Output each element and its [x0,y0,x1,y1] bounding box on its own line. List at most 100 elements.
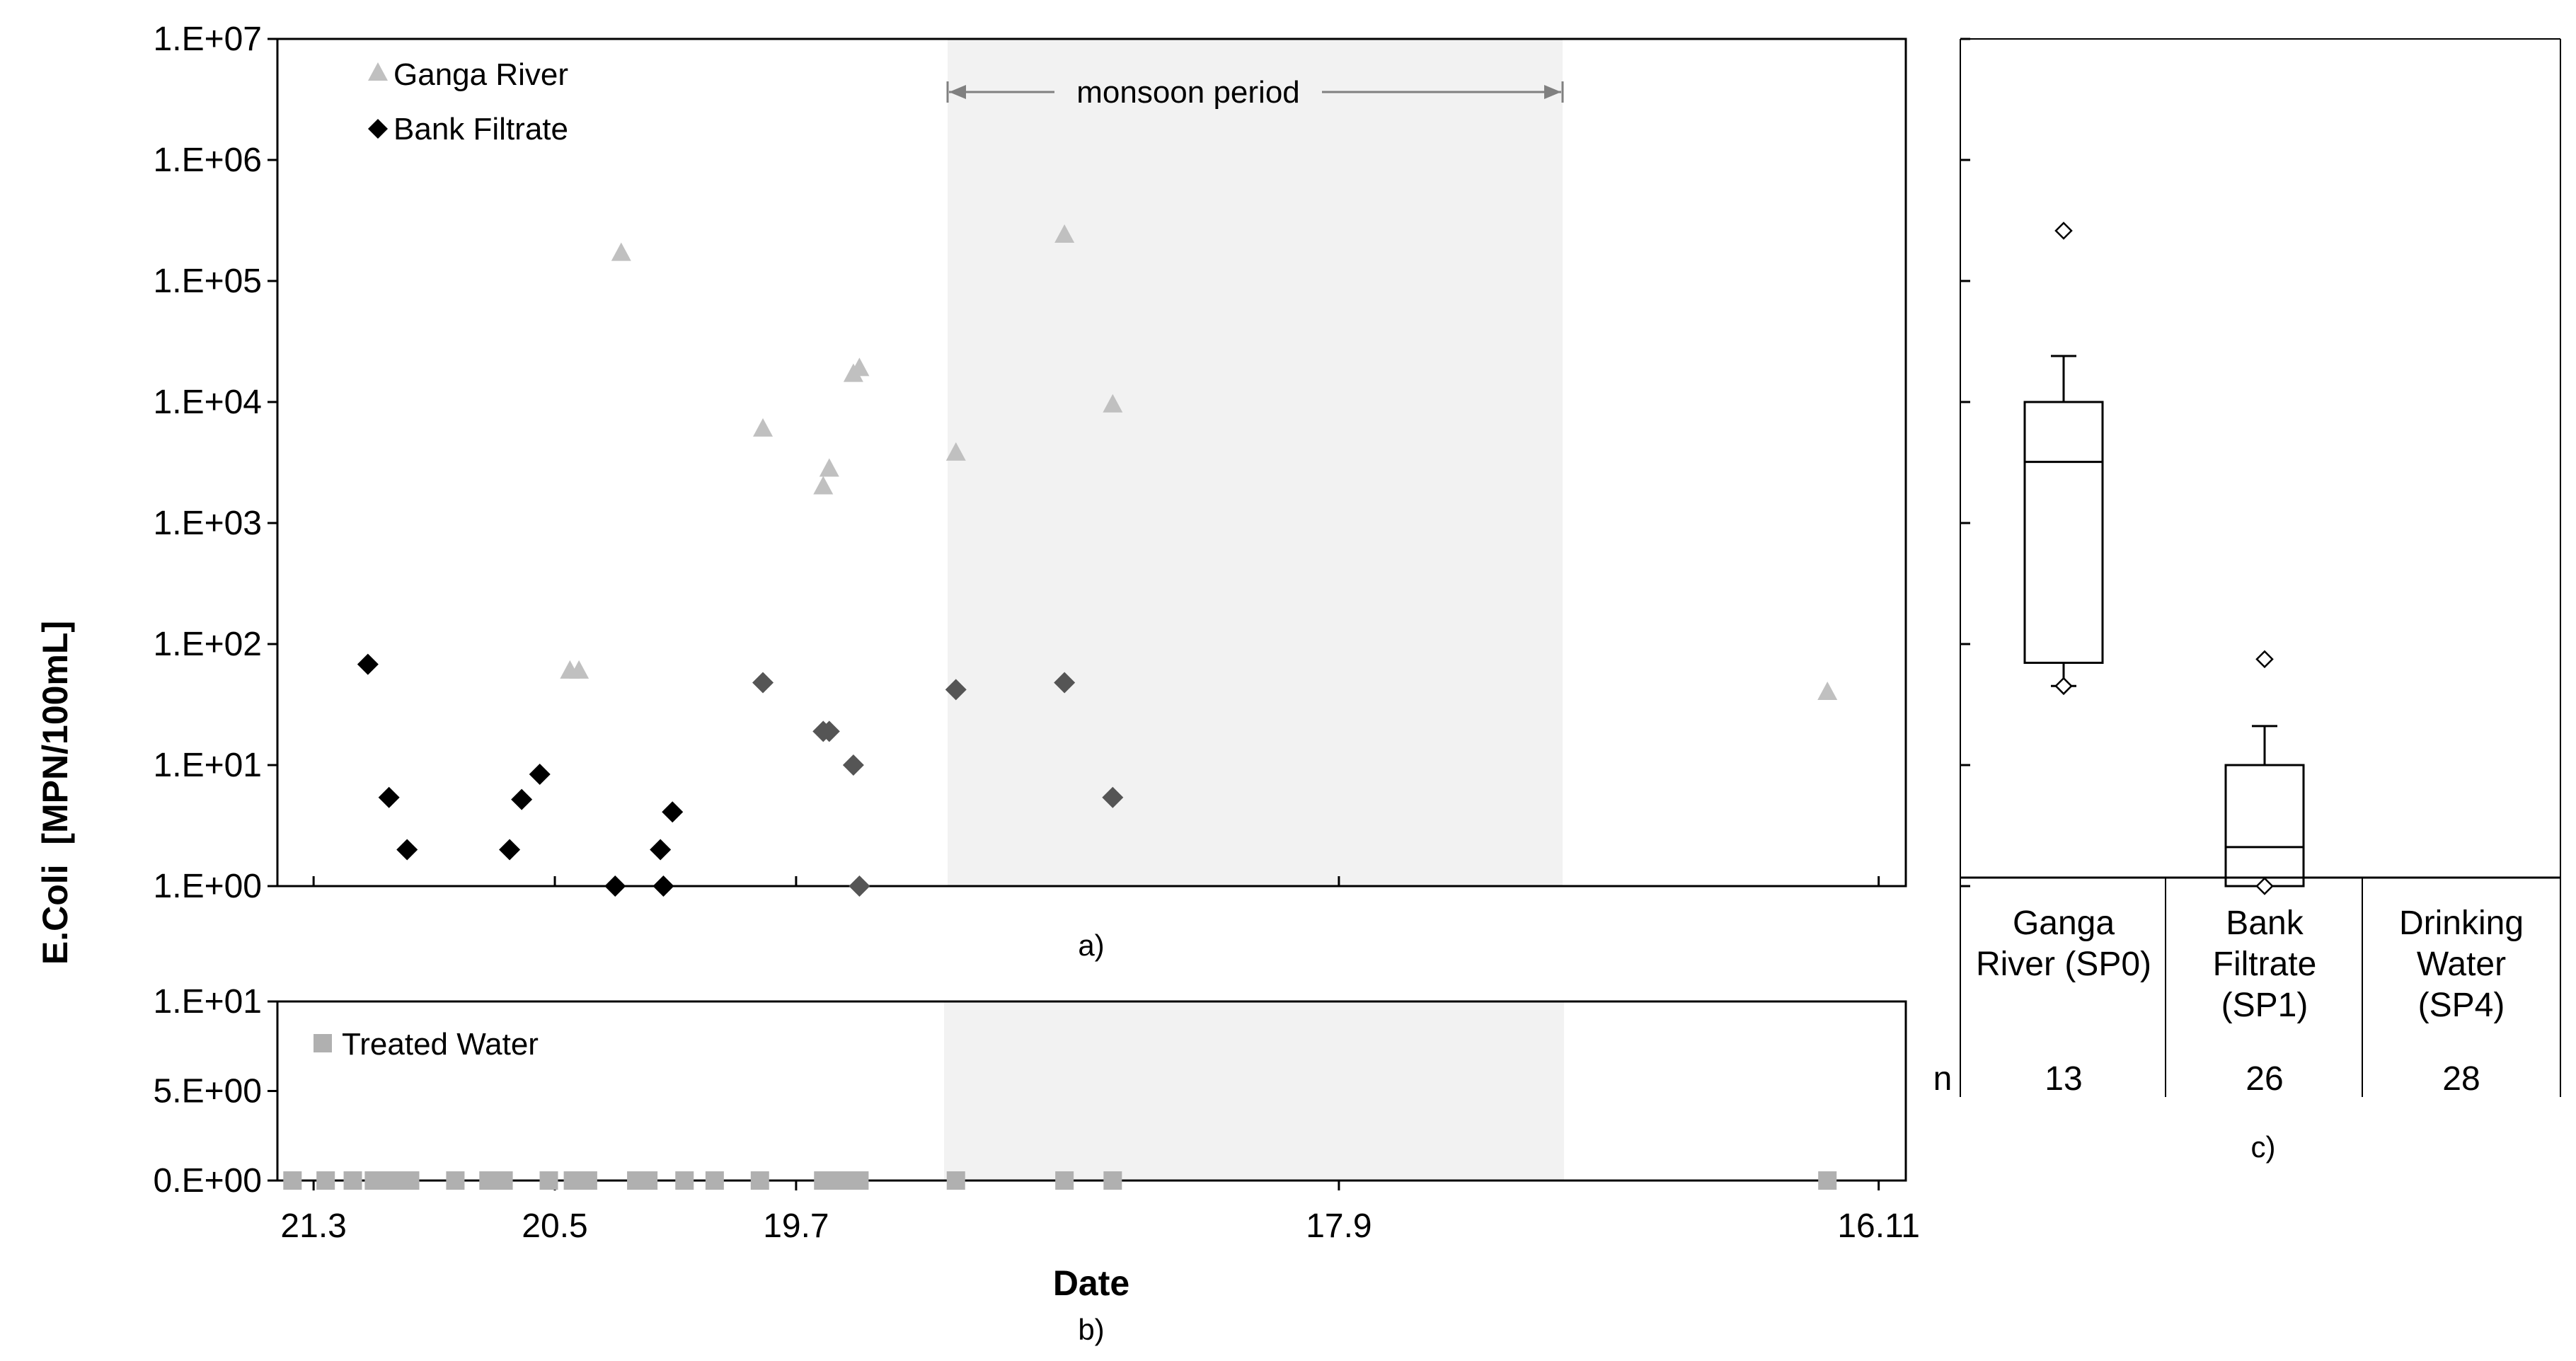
bank-filtrate-point [1054,672,1076,694]
panel-a-points [357,224,1838,897]
box-outlier [2054,677,2073,696]
legend-treated-label: Treated Water [342,1027,539,1062]
y-tick-label: 1.E+04 [154,384,262,421]
y-tick-label: 0.E+00 [154,1162,262,1200]
treated-water-point [750,1171,769,1190]
ganga-river-point [813,476,834,495]
treated-water-point [401,1171,420,1190]
y-tick-label: 1.E+02 [154,626,262,663]
bank-filtrate-point [499,839,521,861]
ganga-river-point [849,357,870,377]
box-outlier [2054,222,2073,240]
y-tick-label: 5.E+00 [154,1073,262,1110]
bank-filtrate-point [849,875,870,897]
monsoon-label: monsoon period [1076,75,1300,110]
bank-filtrate-point [511,788,533,810]
ganga-river-point [1103,394,1123,413]
panel-b-points [283,1171,1837,1190]
x-tick-label: 17.9 [1306,1207,1372,1245]
treated-water-point [446,1171,465,1190]
panel-c-caption: c) [2251,1130,2276,1164]
y-tick-label: 1.E+03 [154,505,262,542]
bank-filtrate-point [378,786,400,808]
y-tick-label: 1.E+00 [154,868,262,905]
bank-filtrate-point [945,679,967,701]
treated-water-point [1055,1171,1074,1190]
category-n: 26 [2246,1060,2283,1098]
n-label: n [1933,1060,1953,1098]
bank-filtrate-point [604,875,626,897]
legend-bank-marker [368,119,388,139]
treated-water-point [494,1171,513,1190]
panel-b: 0.E+00 5.E+00 1.E+01 21.3 20.5 19.7 17.9 16.11… [154,983,1920,1346]
ganga-river-point [753,418,774,437]
category-label: Drinking [2399,905,2524,942]
bank-filtrate-point [357,653,379,675]
ganga-river-point [1817,682,1838,701]
category-label: (SP4) [2418,987,2505,1024]
panel-c-category-labels: Ganga River (SP0) 13 Bank Filtrate (SP1) 26 Dri… [1976,905,2524,1098]
panel-c: Ganga River (SP0) 13 Bank Filtrate (SP1) 26 Dri… [1933,38,2561,1164]
ganga-river-point [611,242,631,261]
bank-filtrate-point [529,763,551,785]
box-body [2224,764,2305,888]
treated-water-point [578,1171,597,1190]
monsoon-shade-b [944,1001,1564,1181]
monsoon-shade [948,39,1563,886]
bank-filtrate-point [818,720,840,742]
legend-a: Ganga River Bank Filtrate [368,57,568,147]
x-tick-label: 19.7 [763,1207,829,1245]
box-outlier [2255,877,2274,895]
ganga-river-point [569,660,590,679]
box-body [2023,401,2104,664]
treated-water-point [539,1171,558,1190]
ganga-river-point [945,442,966,461]
category-label: Water [2417,946,2506,983]
treated-water-point [1818,1171,1837,1190]
y-tick-label: 1.E+05 [154,263,262,300]
legend-ganga-marker [368,62,388,81]
x-tick-label: 21.3 [280,1207,346,1245]
panel-b-y-axis: 0.E+00 5.E+00 1.E+01 [154,983,277,1200]
treated-water-point [850,1171,869,1190]
treated-water-point [283,1171,302,1190]
monsoon-arrow: monsoon period [946,75,1564,110]
treated-water-point [705,1171,724,1190]
category-label: River (SP0) [1976,946,2151,983]
y-tick-label: 1.E+06 [154,142,262,179]
panel-a-caption: a) [1078,929,1104,962]
category-label: (SP1) [2221,987,2308,1024]
panel-c-boxes [2023,222,2305,895]
treated-water-point [343,1171,362,1190]
y-tick-label: 1.E+07 [154,21,262,58]
panel-a-frame [276,38,1907,888]
y-tick-label: 1.E+01 [154,983,262,1021]
legend-bank-label: Bank Filtrate [393,112,568,147]
x-tick-label: 20.5 [522,1207,587,1245]
box-outlier [2255,650,2274,669]
ganga-river-point [1054,224,1075,243]
y-tick-label: 1.E+01 [154,747,262,784]
treated-water-point [946,1171,965,1190]
panel-a-y-axis: 1.E+00 1.E+01 1.E+02 1.E+03 1.E+04 1.E+05 1.E+… [154,21,277,905]
x-axis-title: Date [1053,1263,1129,1303]
treated-water-point [1103,1171,1122,1190]
category-n: 28 [2442,1060,2480,1098]
panel-b-x-axis: 21.3 20.5 19.7 17.9 16.11 [280,1181,1920,1245]
panel-a: 1.E+00 1.E+01 1.E+02 1.E+03 1.E+04 1.E+05 1.E+… [154,21,1907,962]
bank-filtrate-point [396,839,418,861]
bank-filtrate-point [752,672,774,694]
bank-filtrate-point [842,754,864,776]
bank-filtrate-point [1102,786,1124,808]
panel-c-y-ticks [1960,38,1970,888]
bank-filtrate-point [650,839,672,861]
bank-filtrate-point [662,801,684,823]
ganga-river-point [819,458,839,477]
panel-b-caption: b) [1078,1313,1104,1346]
x-tick-label: 16.11 [1837,1207,1920,1245]
treated-water-point [316,1171,335,1190]
legend-treated-marker [314,1034,332,1052]
panel-a-x-axis [312,876,1880,886]
legend-ganga-label: Ganga River [393,57,568,92]
